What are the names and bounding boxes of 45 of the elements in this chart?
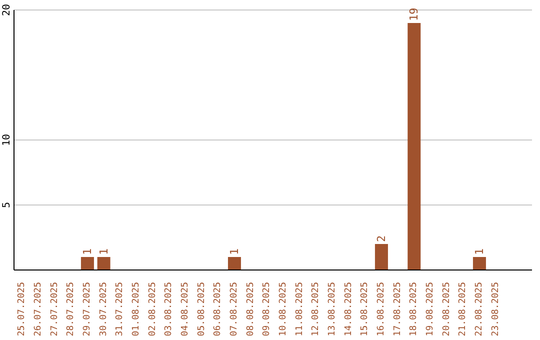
x-tick-label: 01.08.2025 — [132, 282, 142, 336]
x-tick-label: 20.08.2025 — [442, 282, 452, 336]
x-tick-label: 18.08.2025 — [409, 282, 420, 336]
x-tick-label: 25.07.2025 — [17, 282, 28, 336]
bar — [472, 257, 486, 270]
x-tick-label: 21.08.2025 — [458, 282, 468, 336]
x-tick-label: 28.07.2025 — [66, 282, 76, 336]
x-tick-label: 04.08.2025 — [180, 282, 190, 336]
x-tick-label: 13.08.2025 — [328, 282, 338, 336]
bar — [408, 23, 421, 270]
x-tick-label: 10.08.2025 — [278, 282, 288, 336]
x-tick-label: 29.07.2025 — [82, 282, 92, 336]
x-tick-label: 08.08.2025 — [246, 282, 256, 336]
x-tick-label: 15.08.2025 — [360, 282, 370, 336]
x-tick-label: 27.07.2025 — [50, 282, 60, 336]
x-tick-label: 11.08.2025 — [294, 282, 305, 336]
x-tick-label: 12.08.2025 — [311, 282, 322, 336]
y-tick-label: 5 — [2, 202, 12, 208]
x-tick-label: 09.08.2025 — [262, 282, 272, 336]
x-tick-label: 30.07.2025 — [98, 282, 109, 336]
data-label: 19 — [408, 8, 421, 21]
x-tick-label: 07.08.2025 — [230, 282, 240, 336]
x-tick-label: 23.08.2025 — [490, 282, 501, 336]
data-label: 1 — [97, 248, 110, 255]
y-tick-label: 10 — [2, 134, 12, 146]
data-label: 1 — [228, 248, 241, 255]
x-tick-label: 03.08.2025 — [164, 282, 174, 336]
bar — [228, 257, 241, 270]
y-tick-label: 20 — [2, 4, 12, 16]
data-label: 2 — [374, 235, 388, 242]
data-label: 1 — [472, 248, 486, 255]
data-label: 1 — [80, 248, 94, 255]
x-tick-label: 31.07.2025 — [115, 282, 126, 336]
bar — [97, 257, 110, 270]
bar — [374, 244, 388, 270]
x-tick-label: 02.08.2025 — [148, 282, 158, 336]
x-tick-label: 26.07.2025 — [34, 282, 44, 336]
bar — [80, 257, 94, 270]
x-tick-label: 06.08.2025 — [213, 282, 224, 336]
x-tick-label: 22.08.2025 — [474, 282, 484, 336]
x-tick-label: 17.08.2025 — [392, 282, 403, 336]
x-tick-label: 19.08.2025 — [426, 282, 436, 336]
x-tick-label: 05.08.2025 — [196, 282, 207, 336]
x-tick-label: 14.08.2025 — [344, 282, 354, 336]
x-tick-label: 16.08.2025 — [376, 282, 386, 336]
